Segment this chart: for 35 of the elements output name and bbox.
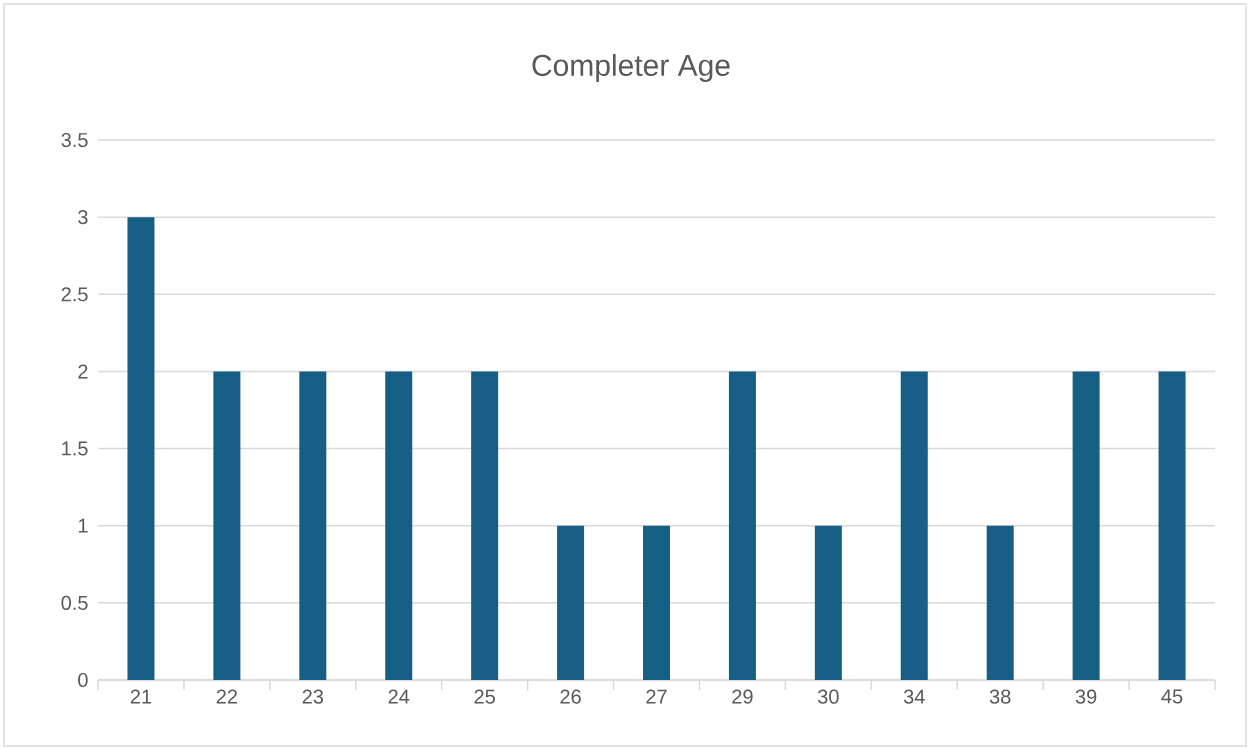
bar (986, 525, 1014, 680)
x-tick-label: 24 (388, 689, 410, 704)
bar (299, 371, 327, 680)
bar (814, 525, 842, 680)
bar (471, 371, 499, 680)
bar (900, 371, 928, 680)
x-tick-label: 45 (1161, 689, 1183, 704)
y-tick-label: 2 (78, 364, 88, 379)
x-tick-label: 29 (732, 689, 753, 704)
y-tick-label: 2.5 (61, 287, 88, 302)
bar (1158, 371, 1186, 680)
bar (127, 217, 155, 680)
y-tick-label: 0.5 (61, 595, 88, 610)
x-tick-label: 23 (302, 689, 324, 704)
y-tick-label: 1.5 (62, 441, 88, 456)
x-tick-label: 39 (1075, 689, 1097, 704)
y-tick-label: 0 (78, 672, 88, 688)
bar (213, 371, 241, 680)
bar (385, 371, 413, 680)
bar (643, 525, 670, 680)
x-tick-label: 34 (903, 689, 925, 704)
x-tick-label: 22 (216, 689, 237, 704)
x-tick-label: 30 (817, 689, 839, 704)
chart-title: Completer Age (532, 54, 730, 82)
bar (557, 525, 585, 680)
x-tick-label: 38 (989, 689, 1011, 704)
x-tick-label: 26 (560, 689, 581, 704)
y-tick-label: 3 (78, 210, 88, 225)
x-tick-label: 21 (130, 689, 152, 704)
bar (728, 371, 756, 680)
y-tick-label: 1 (78, 518, 88, 533)
y-tick-label: 3.5 (61, 132, 88, 148)
x-tick-label: 27 (646, 689, 667, 704)
bar (1072, 371, 1100, 680)
x-tick-label: 25 (474, 689, 495, 704)
